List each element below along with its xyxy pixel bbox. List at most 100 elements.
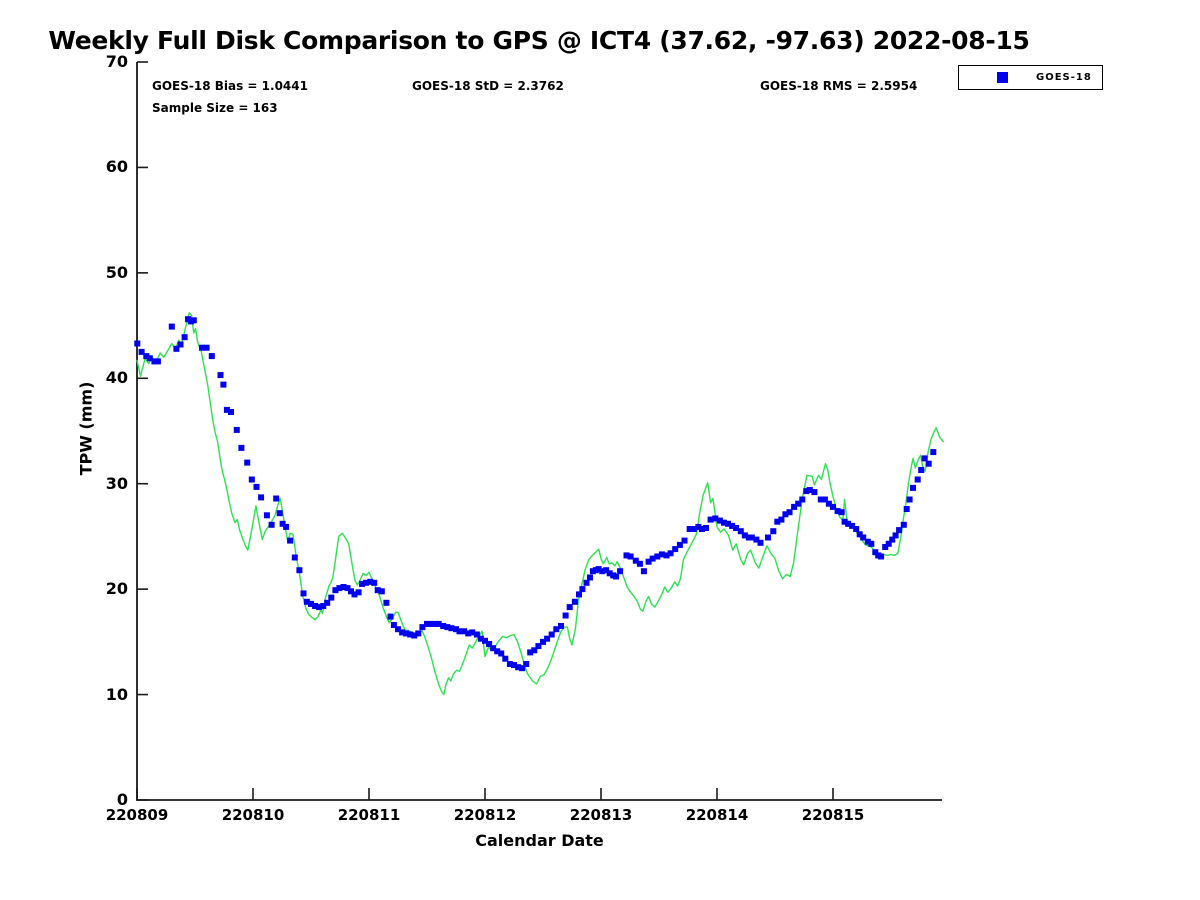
goes18-marker [427, 620, 434, 627]
goes18-marker [312, 603, 319, 609]
goes18-marker [900, 521, 907, 528]
stat-rms: GOES-18 RMS = 2.5954 [760, 79, 918, 93]
goes18-marker [811, 489, 818, 496]
goes18-marker [173, 345, 180, 352]
goes18-marker [903, 506, 910, 512]
goes18-marker [910, 484, 916, 491]
goes18-marker [841, 518, 848, 525]
goes18-marker [531, 647, 538, 654]
goes18-marker [795, 500, 802, 507]
x-tick-label: 220813 [569, 806, 633, 824]
goes18-marker [378, 588, 385, 595]
goes18-marker [737, 528, 744, 535]
goes18-marker [276, 510, 283, 517]
goes18-marker [332, 587, 339, 594]
goes18-marker [791, 503, 798, 510]
goes18-marker [363, 579, 370, 586]
x-tick-label: 220809 [105, 806, 169, 824]
goes18-marker [872, 549, 879, 556]
goes18-marker [729, 522, 736, 529]
goes18-marker [220, 381, 227, 388]
goes18-marker [583, 579, 590, 586]
goes18-marker [223, 406, 230, 413]
goes18-marker [725, 520, 731, 527]
goes18-marker [486, 641, 493, 647]
goes18-marker [390, 622, 397, 628]
stat-sample-size: Sample Size = 163 [152, 101, 278, 115]
goes18-marker [553, 626, 560, 633]
goes18-marker [138, 348, 145, 355]
goes18-marker [324, 599, 331, 606]
goes18-marker [868, 540, 875, 547]
goes18-marker [558, 623, 564, 629]
goes18-marker [595, 566, 602, 573]
goes18-marker [359, 580, 365, 587]
goes18-marker [228, 409, 234, 415]
goes18-marker [834, 508, 841, 515]
goes18-marker [244, 459, 251, 466]
goes18-marker [721, 519, 727, 526]
goes18-marker [444, 624, 451, 631]
goes18-marker [208, 353, 215, 360]
goes18-marker [411, 632, 418, 639]
goes18-marker [658, 551, 665, 558]
goes18-marker [885, 540, 892, 547]
legend-box: GOES-18 [958, 65, 1103, 90]
goes18-marker [571, 598, 578, 605]
goes18-marker [511, 662, 517, 669]
goes18-marker [821, 496, 828, 503]
goes18-marker [698, 526, 705, 532]
goes18-marker [351, 591, 358, 598]
goes18-marker [617, 568, 624, 575]
x-tick-label: 220812 [453, 806, 517, 824]
goes18-marker [716, 517, 723, 524]
goes18-marker [566, 604, 573, 611]
legend-label: GOES-18 [1036, 72, 1092, 83]
goes18-marker [233, 426, 240, 433]
goes18-marker [676, 541, 683, 548]
goes18-marker [502, 655, 509, 662]
goes18-legend-marker-icon [997, 72, 1008, 83]
goes18-marker [741, 532, 748, 539]
goes18-marker [527, 649, 534, 656]
goes18-marker [703, 525, 709, 531]
goes18-marker [477, 635, 484, 642]
goes18-marker [695, 523, 702, 530]
goes18-markers [134, 316, 937, 672]
goes18-marker [151, 358, 158, 365]
goes18-marker [431, 620, 438, 627]
goes18-marker [469, 629, 476, 636]
stat-std: GOES-18 StD = 2.3762 [412, 79, 564, 93]
goes18-marker [632, 557, 639, 564]
goes18-marker [387, 613, 394, 620]
goes18-marker [757, 539, 764, 546]
goes18-marker [690, 526, 697, 532]
goes18-marker [348, 588, 354, 595]
goes18-marker [613, 573, 620, 580]
goes18-marker [482, 637, 488, 644]
goes18-marker [576, 591, 582, 598]
goes18-marker [535, 643, 542, 650]
goes18-marker [419, 624, 426, 631]
goes18-marker [640, 568, 647, 575]
y-tick-label: 10 [105, 684, 128, 704]
goes18-marker [287, 537, 294, 544]
goes18-marker [856, 531, 863, 538]
goes18-marker [519, 665, 526, 672]
goes18-marker [782, 511, 789, 518]
goes18-marker [320, 603, 327, 609]
y-tick-label: 60 [105, 157, 128, 177]
goes18-marker [374, 587, 381, 594]
goes18-marker [649, 555, 656, 562]
x-tick-label: 220811 [337, 806, 401, 824]
goes18-marker [707, 516, 714, 523]
goes18-marker [515, 664, 522, 671]
goes18-marker [548, 631, 555, 638]
goes18-marker [395, 626, 401, 633]
goes18-marker [599, 568, 606, 575]
goes18-marker [803, 488, 810, 495]
goes18-marker [291, 554, 298, 561]
goes18-marker [830, 503, 836, 510]
goes18-marker [606, 570, 613, 577]
